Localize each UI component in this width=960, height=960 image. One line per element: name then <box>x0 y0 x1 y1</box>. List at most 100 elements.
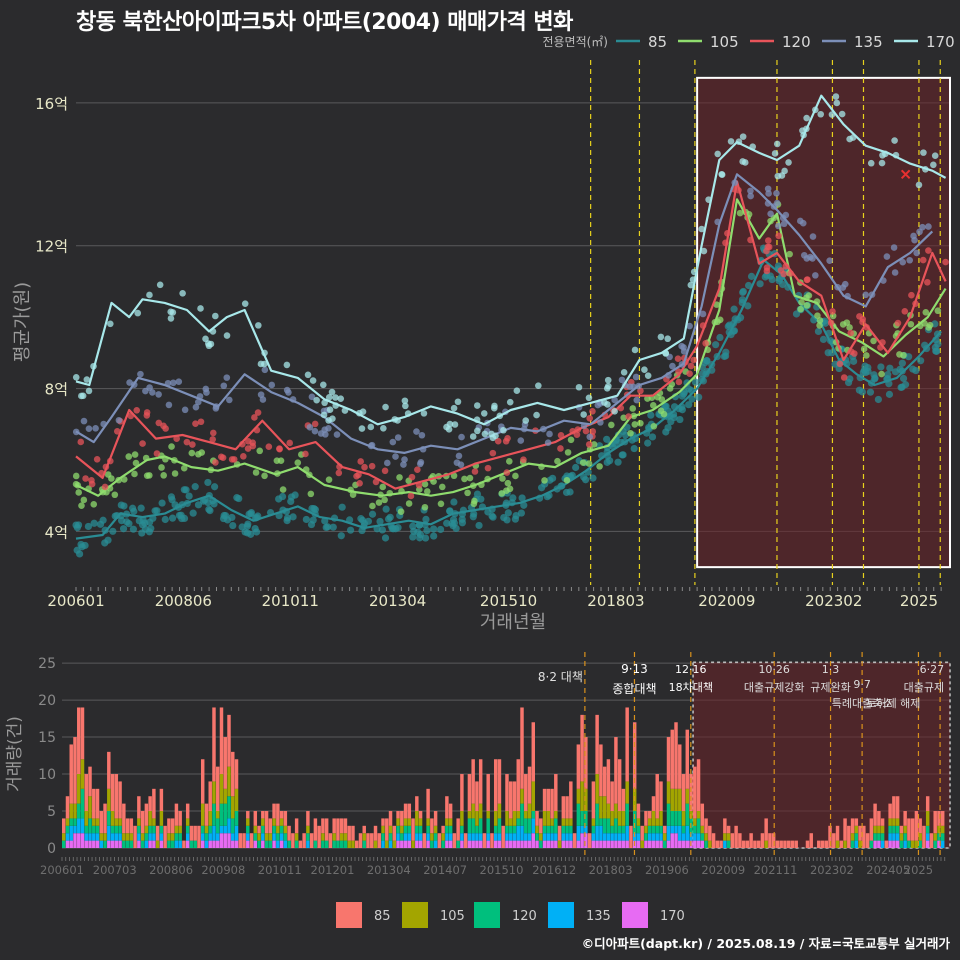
bar-stack <box>460 774 464 848</box>
bar-stack <box>561 796 566 848</box>
bar-stack <box>768 833 772 848</box>
bottom-x-tick-label: 201510 <box>480 863 524 877</box>
bar-segment-135 <box>227 818 231 834</box>
series-105-point <box>650 422 658 430</box>
series-170-point <box>920 149 927 156</box>
series-120-point <box>925 247 932 254</box>
bar-segment-85 <box>557 825 562 841</box>
series-120-point <box>502 437 510 445</box>
bar-segment-170 <box>84 840 88 848</box>
series-85-point <box>450 498 458 506</box>
bar-stack <box>403 803 408 848</box>
chart-title: 창동 북한산아이파크5차 아파트(2004) 매매가격 변화 <box>76 10 573 35</box>
series-135-point <box>389 438 397 446</box>
series-170-point <box>931 152 939 160</box>
bar-segment-105 <box>170 833 175 841</box>
bar-segment-85 <box>388 811 393 826</box>
bar-segment-120 <box>869 840 874 848</box>
bar-segment-105 <box>122 833 126 841</box>
bottom-x-tick-label: 201201 <box>311 863 355 877</box>
series-85-point <box>695 393 703 401</box>
series-120-point <box>88 477 95 484</box>
series-105-point <box>797 305 804 313</box>
series-105-point <box>146 472 153 479</box>
bar-segment-170 <box>610 840 614 848</box>
series-135-point <box>80 417 88 425</box>
bar-segment-105 <box>486 811 490 819</box>
bottom-legend-swatch <box>622 902 648 928</box>
series-85-point <box>194 501 203 509</box>
series-105-point <box>438 483 446 491</box>
bar-segment-135 <box>185 833 190 841</box>
bar-stack <box>167 818 171 848</box>
bar-segment-135 <box>602 833 607 841</box>
bar-segment-105 <box>674 788 678 812</box>
bar-segment-105 <box>362 833 366 841</box>
bar-segment-120 <box>617 825 622 834</box>
bar-segment-170 <box>426 840 430 848</box>
bar-segment-170 <box>279 840 284 848</box>
bar-segment-85 <box>216 766 220 812</box>
bar-segment-85 <box>719 840 723 848</box>
bar-segment-85 <box>238 833 243 848</box>
bar-stack <box>351 825 355 848</box>
bar-segment-85 <box>385 818 389 841</box>
series-105-point <box>307 490 315 498</box>
series-85-point <box>99 516 107 524</box>
bar-stack <box>696 759 701 848</box>
bar-segment-170 <box>261 840 265 848</box>
bar-segment-135 <box>84 833 88 841</box>
bar-stack <box>366 833 370 848</box>
bar-segment-105 <box>99 833 104 841</box>
bar-segment-105 <box>144 825 149 834</box>
bar-stack <box>418 811 423 848</box>
bar-stack <box>137 796 141 848</box>
series-170-point <box>513 387 521 394</box>
series-85-point <box>245 510 253 518</box>
bar-segment-105 <box>62 833 66 841</box>
series-170-point <box>481 430 489 438</box>
series-85-point <box>511 515 519 523</box>
bar-segment-85 <box>550 788 554 819</box>
bar-segment-105 <box>557 840 562 848</box>
series-120-point <box>139 440 146 447</box>
bar-segment-135 <box>200 833 205 841</box>
bar-segment-120 <box>343 840 348 848</box>
bar-segment-85 <box>925 796 930 812</box>
bar-stack <box>617 759 622 848</box>
bar-segment-120 <box>114 825 119 834</box>
bar-stack <box>268 818 273 848</box>
bar-segment-85 <box>546 788 551 812</box>
bar-segment-85 <box>835 825 840 841</box>
series-120-point <box>675 378 683 386</box>
series-85-point <box>421 534 430 542</box>
bar-segment-85 <box>144 803 149 826</box>
bar-segment-85 <box>163 825 167 848</box>
top-y-tick-label: 4억 <box>45 523 68 541</box>
bar-segment-85 <box>880 818 885 826</box>
bar-segment-85 <box>193 825 197 841</box>
bar-segment-85 <box>95 788 100 819</box>
bar-segment-120 <box>107 811 111 826</box>
bar-stack <box>602 766 607 848</box>
bar-stack <box>865 833 870 848</box>
bar-stack <box>629 825 633 848</box>
bar-segment-120 <box>148 825 152 834</box>
bar-stack <box>309 833 314 848</box>
bar-segment-170 <box>516 840 520 848</box>
bar-segment-85 <box>734 825 738 848</box>
series-105-point <box>104 471 112 478</box>
bar-segment-135 <box>445 833 449 841</box>
bar-segment-85 <box>569 781 573 819</box>
series-85-point <box>416 531 425 539</box>
bar-segment-170 <box>118 840 122 848</box>
series-85-point <box>874 395 882 404</box>
bar-stack <box>531 722 535 848</box>
bar-stack <box>415 796 419 848</box>
series-105-point <box>277 457 285 464</box>
bar-stack <box>595 714 599 848</box>
bar-segment-105 <box>84 811 88 826</box>
series-85-point <box>611 440 619 448</box>
bar-segment-105 <box>234 788 239 812</box>
bar-segment-85 <box>332 818 336 834</box>
